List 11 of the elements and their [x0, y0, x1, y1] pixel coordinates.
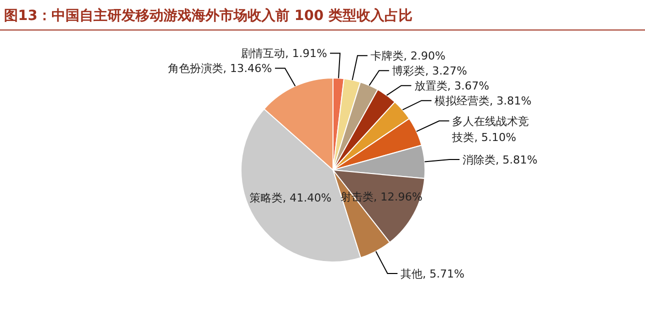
- slice-label: 角色扮演类, 13.46%: [168, 62, 272, 76]
- slice-label: 策略类, 41.40%: [250, 192, 332, 205]
- slice-label: 剧情互动, 1.91%: [241, 47, 328, 60]
- slice-label: 其他, 5.71%: [400, 268, 464, 281]
- slice-label: 博彩类, 3.27%: [392, 64, 468, 78]
- slice-label: 消除类, 5.81%: [462, 153, 538, 166]
- slice-label: 卡牌类, 2.90%: [370, 50, 446, 63]
- chart-title: 图13：中国自主研发移动游戏海外市场收入前 100 类型收入占比: [4, 7, 412, 24]
- slice-label: 放置类, 3.67%: [414, 80, 490, 93]
- slice-label: 模拟经营类, 3.81%: [434, 94, 532, 108]
- slice-label: 多人在线战术竞技类, 5.10%: [451, 114, 530, 144]
